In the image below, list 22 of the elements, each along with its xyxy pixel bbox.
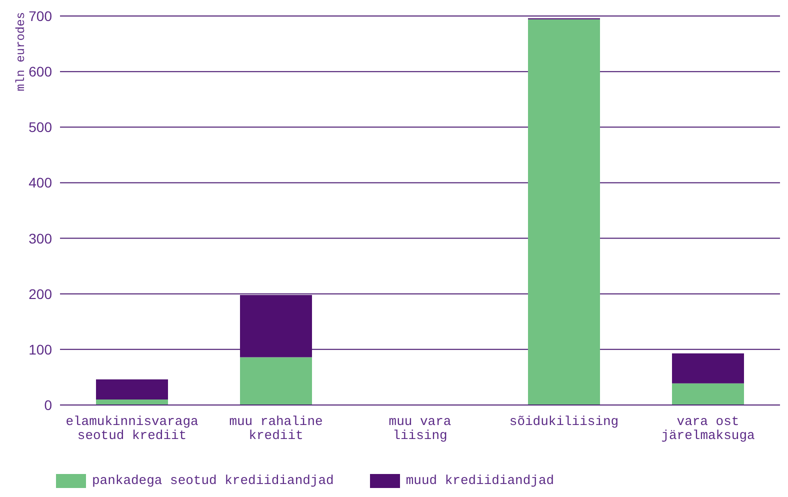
bar xyxy=(240,357,312,405)
bar xyxy=(96,399,168,405)
y-tick-label: 100 xyxy=(28,341,52,358)
y-tick-label: 400 xyxy=(28,174,52,191)
bar xyxy=(672,353,744,384)
y-axis-title: mln eurodes xyxy=(14,12,28,92)
bar xyxy=(528,19,600,405)
x-tick-label: sõidukiliising xyxy=(509,414,619,429)
legend-label: pankadega seotud krediidiandjad xyxy=(92,473,334,488)
x-tick-label: elamukinnisvaraga seotud krediit xyxy=(66,414,199,443)
y-tick-label: 600 xyxy=(28,64,52,80)
y-tick-label: 500 xyxy=(28,119,52,136)
y-tick-label: 700 xyxy=(28,8,52,24)
y-tick-label: 200 xyxy=(28,286,52,302)
y-tick-label: 300 xyxy=(28,230,52,246)
bar xyxy=(96,379,168,400)
legend-label: muud krediidiandjad xyxy=(406,473,554,488)
x-tick-label: vara ost järelmaksuga xyxy=(661,414,755,443)
x-tick-label: muu vara liising xyxy=(388,414,452,443)
y-tick-label: 0 xyxy=(44,396,52,413)
bar xyxy=(672,383,744,405)
x-tick-label: muu rahaline krediit xyxy=(229,414,323,443)
